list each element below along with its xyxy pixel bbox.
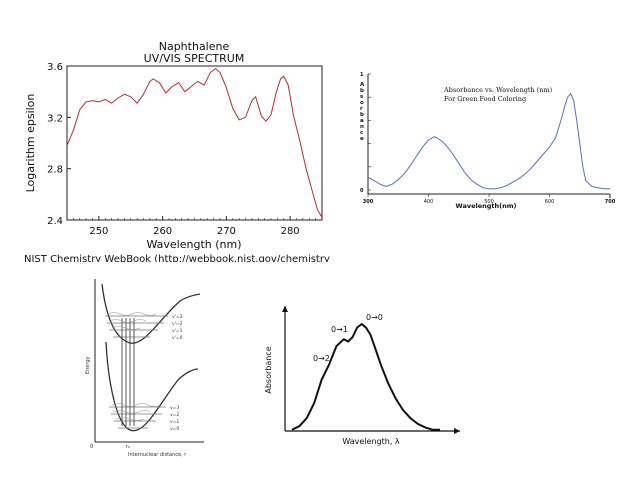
- lower-level-label: v=3: [170, 405, 179, 411]
- upper-level-label: v'=0: [172, 335, 183, 341]
- chart4-x-axis-label: Wavelength, λ: [342, 437, 400, 446]
- green-food-coloring-chart: 0 1 300 400 500 600 700 Absorbance vs. Wavele…: [360, 72, 616, 210]
- chart2-x-axis-label: Wavelength(nm): [456, 202, 517, 210]
- chart1-x-axis-label: Wavelength (nm): [146, 238, 241, 251]
- chart2-x-tick-label: 500: [484, 199, 494, 205]
- chart2-x-tick-label: 600: [545, 199, 555, 205]
- upper-wavefunction-1: [111, 326, 141, 330]
- chart2-x-tick-label: 700: [605, 199, 616, 205]
- naphthalene-chart: Naphthalene UV/VIS SPECTRUM 2.4 2.8 3.2 3.6…: [24, 40, 330, 262]
- diagram-distance-label: Internuclear distance, r: [128, 452, 187, 458]
- chart2-subtitle: For Green Food Coloring: [444, 95, 526, 103]
- chart4-x-arrow: [454, 428, 460, 434]
- chart1-y-tick-label: 2.8: [47, 165, 63, 176]
- chart4-y-axis-label: Absorbance: [264, 346, 273, 393]
- chart1-x-tick-label: 280: [281, 226, 300, 237]
- chart2-x-tick-label: 400: [424, 199, 434, 205]
- chart2-title: Absorbance vs. Wavelength (nm): [443, 86, 553, 94]
- chart1-y-tick-label: 3.6: [47, 62, 63, 73]
- lower-wavefunction-3: [111, 403, 161, 407]
- chart1-plot-frame: [66, 65, 323, 221]
- chart4-absorbance-curve: [291, 322, 440, 431]
- chart1-y-tick-label: 2.4: [47, 216, 63, 227]
- lower-wavefunction-2: [113, 410, 151, 414]
- lower-potential-curve: [105, 341, 199, 432]
- upper-wavefunction-2: [109, 319, 147, 323]
- chart1-x-tick-label: 270: [217, 226, 236, 237]
- chart1-y-axis-label: Logarithm epsilon: [24, 94, 37, 193]
- chart1-series-line: [66, 67, 323, 218]
- lower-level-label: v=0: [170, 426, 179, 432]
- upper-level-label: v'=2: [172, 321, 183, 327]
- vertical-transitions: [121, 318, 135, 426]
- lower-wavefunction-1: [115, 417, 145, 421]
- chart2-y-tick-label: 0: [360, 188, 364, 194]
- upper-wavefunction-3: [107, 312, 157, 316]
- upper-level-label: v'=3: [172, 314, 183, 320]
- upper-level-label: v'=1: [172, 328, 183, 334]
- chart4-peak-label-01: 0→1: [331, 325, 348, 334]
- lower-level-label: v=1: [170, 419, 179, 425]
- wavefunction-squiggles: [107, 312, 161, 421]
- chart2-series-line: [367, 92, 610, 190]
- diagram-origin-label: 0: [90, 444, 93, 450]
- chart1-y-tick-label: 3.2: [47, 113, 63, 124]
- chart1-subtitle: UV/VIS SPECTRUM: [144, 52, 245, 65]
- chart1-title: Naphthalene: [159, 40, 230, 53]
- franck-condon-diagram: v'=3v'=2v'=1v'=0 v=3v=2v=1v=0 Energy 0 r…: [85, 279, 204, 458]
- lower-level-label: v=2: [170, 412, 179, 418]
- diagram-energy-label: Energy: [85, 356, 91, 374]
- chart1-x-tick-label: 250: [89, 226, 108, 237]
- vibronic-absorbance-chart: 0→0 0→1 0→2 Absorbance Wavelength, λ: [264, 306, 460, 446]
- chart2-x-tick-label: 300: [363, 199, 374, 205]
- upper-potential-curve: [101, 283, 201, 344]
- chart4-peak-label-00: 0→0: [366, 313, 383, 322]
- credit-text: NIST Chemistry WebBook (http://webbook.n…: [24, 254, 330, 262]
- lower-vibrational-levels: [109, 406, 166, 429]
- chart2-y-tick-label: 1: [360, 72, 364, 78]
- upper-vibrational-levels: [105, 315, 168, 338]
- chart4-y-arrow: [282, 306, 288, 312]
- chart4-peak-label-02: 0→2: [313, 354, 330, 363]
- diagram-r0-label: r₀: [126, 444, 130, 450]
- chart1-x-tick-label: 260: [153, 226, 172, 237]
